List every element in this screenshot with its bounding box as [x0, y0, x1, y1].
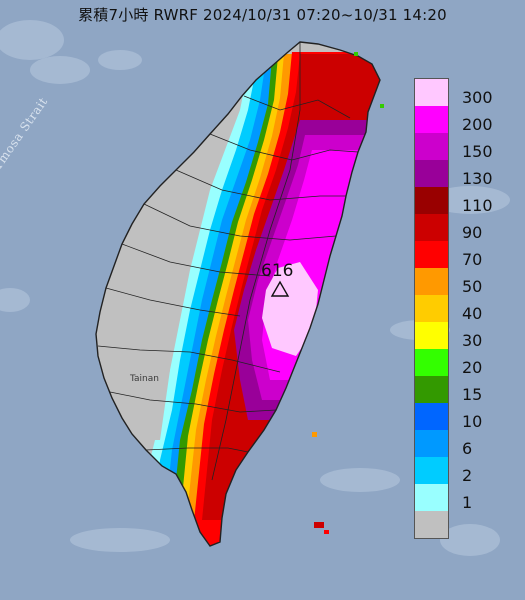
legend-label: 70: [462, 250, 483, 269]
legend-label: 50: [462, 277, 483, 296]
legend-label: 300: [462, 88, 493, 107]
legend-label: 1: [462, 493, 473, 512]
legend-swatch-90: [415, 214, 448, 241]
legend-label: 2: [462, 466, 473, 485]
legend-label: 20: [462, 358, 483, 377]
city-label: Tainan: [130, 374, 159, 384]
legend-swatch-200: [415, 106, 448, 133]
legend-swatch-1: [415, 484, 448, 511]
legend-swatch-50: [415, 268, 448, 295]
legend-color-scale: [414, 78, 449, 539]
legend-swatch-6: [415, 430, 448, 457]
offshore-islands: [312, 52, 384, 534]
legend-swatch-130: [415, 160, 448, 187]
legend-swatch-15: [415, 376, 448, 403]
county-boundaries: [97, 42, 359, 481]
legend-swatch-150: [415, 133, 448, 160]
legend-label: 150: [462, 142, 493, 161]
island-outline: [95, 41, 381, 547]
legend-label: 90: [462, 223, 483, 242]
legend-label: 110: [462, 196, 493, 215]
legend-swatch-2: [415, 457, 448, 484]
triangle-marker-icon: [270, 280, 290, 297]
legend-label: 6: [462, 439, 473, 458]
legend-swatch-20: [415, 349, 448, 376]
legend-swatch-110: [415, 187, 448, 214]
legend-swatch-70: [415, 241, 448, 268]
cloud-texture: [0, 20, 510, 556]
legend-labels: 300 200 150 130 110 90 70 50 40 30 20 15…: [462, 84, 522, 516]
legend-label: 15: [462, 385, 483, 404]
legend-swatch-10: [415, 403, 448, 430]
legend-label: 40: [462, 304, 483, 323]
legend-swatch-40: [415, 295, 448, 322]
legend-swatch-30: [415, 322, 448, 349]
legend-label: 200: [462, 115, 493, 134]
map-title: 累積7小時 RWRF 2024/10/31 07:20~10/31 14:20: [78, 6, 447, 24]
legend-label: 10: [462, 412, 483, 431]
legend-label: 130: [462, 169, 493, 188]
legend-swatch-zero: [415, 511, 448, 538]
max-rainfall-label: 616: [261, 261, 294, 281]
legend-label: 30: [462, 331, 483, 350]
legend-swatch-300: [415, 79, 448, 106]
